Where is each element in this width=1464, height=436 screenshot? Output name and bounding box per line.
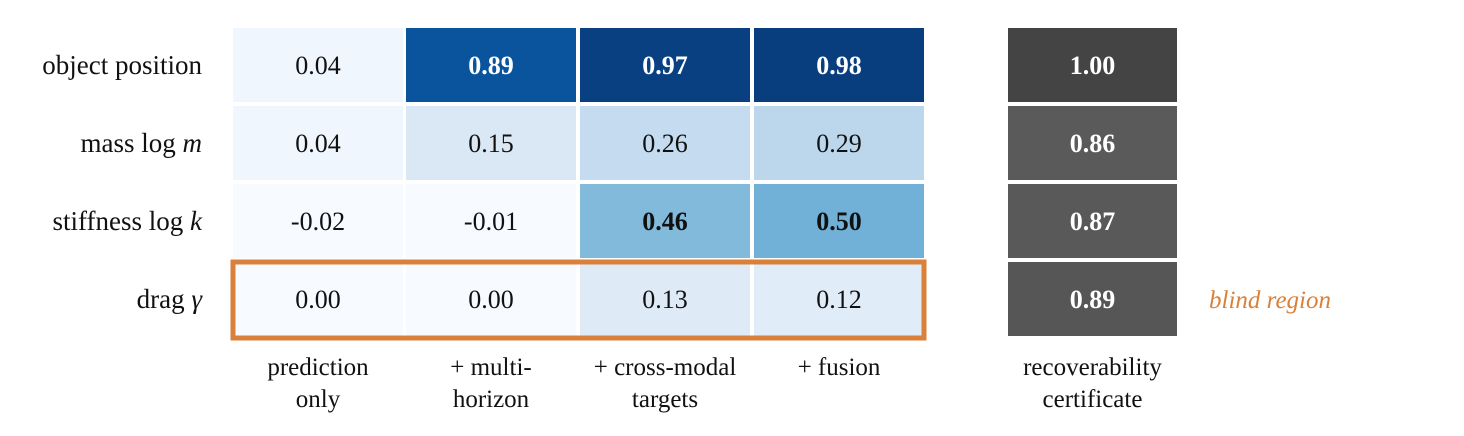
column-label: prediction: [267, 354, 369, 381]
column-label: + fusion: [798, 354, 881, 381]
heatmap-cell: [233, 262, 403, 336]
cell-value-label: 0.97: [642, 51, 688, 80]
heatmap-cell: [754, 184, 924, 258]
cell-value-label: 0.15: [468, 129, 514, 158]
heatmap-cell: [580, 28, 750, 102]
certificate-cell: [1008, 262, 1177, 336]
heatmap-cell: [754, 28, 924, 102]
column-label: targets: [632, 386, 698, 413]
heatmap-cell: [406, 106, 576, 180]
heatmap-cell: [754, 262, 924, 336]
column-label: recoverability: [1023, 354, 1162, 381]
certificate-value-label: 1.00: [1070, 51, 1116, 80]
heatmap-cell: [406, 184, 576, 258]
certificate-value-label: 0.87: [1070, 207, 1116, 236]
column-labels: prediction only + multi-horizon + cross-mod…: [267, 354, 1162, 413]
certificate-cell: [1008, 184, 1177, 258]
cell-value-label: 0.04: [295, 129, 341, 158]
heatmap-cell: [580, 262, 750, 336]
certificate-cell: [1008, 28, 1177, 102]
row-label: mass log m: [80, 128, 202, 158]
cell-value-label: 0.00: [295, 285, 341, 314]
cell-value-label: 0.50: [816, 207, 862, 236]
certificate-cell: [1008, 106, 1177, 180]
blind-region-overlay: blind region: [230, 259, 1331, 341]
column-label: certificate: [1043, 386, 1143, 413]
cell-value-label: 0.00: [468, 285, 514, 314]
cell-value-label: 0.12: [816, 285, 862, 314]
column-label: + multi-: [450, 354, 531, 381]
heatmap-cell: [754, 106, 924, 180]
heatmap-cell: [406, 262, 576, 336]
row-labels: object position mass log m stiffness log k…: [42, 50, 203, 314]
cell-value-label: 0.46: [642, 207, 688, 236]
certificate-column: 1.00 0.86 0.87 0.89: [1008, 28, 1177, 336]
heatmap-cell: [233, 184, 403, 258]
row-label: stiffness log k: [53, 206, 204, 236]
cell-value-label: 0.89: [468, 51, 514, 80]
heatmap-cell: [580, 184, 750, 258]
blind-region-note: blind region: [1209, 287, 1331, 314]
heatmap-cell: [233, 106, 403, 180]
cell-value-label: 0.13: [642, 285, 688, 314]
column-label: + cross-modal: [594, 354, 737, 381]
column-label: horizon: [453, 386, 530, 413]
cell-value-label: 0.04: [295, 51, 341, 80]
heatmap-cell: [580, 106, 750, 180]
column-label: only: [296, 386, 341, 413]
cell-value-label: 0.98: [816, 51, 862, 80]
cell-value-label: -0.02: [291, 207, 345, 236]
heatmap-cells: 0.04 0.89 0.97 0.98 0.04 0.15 0.26 0.29 -0.02 -0.…: [233, 28, 924, 336]
heatmap-cell: [406, 28, 576, 102]
blind-region-highlight-box: [230, 259, 927, 341]
cell-value-label: 0.29: [816, 129, 862, 158]
cell-value-label: 0.26: [642, 129, 688, 158]
row-label: object position: [42, 50, 202, 80]
certificate-value-label: 0.86: [1070, 129, 1116, 158]
cell-value-label: -0.01: [464, 207, 518, 236]
row-label: drag γ: [137, 284, 204, 314]
heatmap-cell: [233, 28, 403, 102]
certificate-value-label: 0.89: [1070, 285, 1116, 314]
